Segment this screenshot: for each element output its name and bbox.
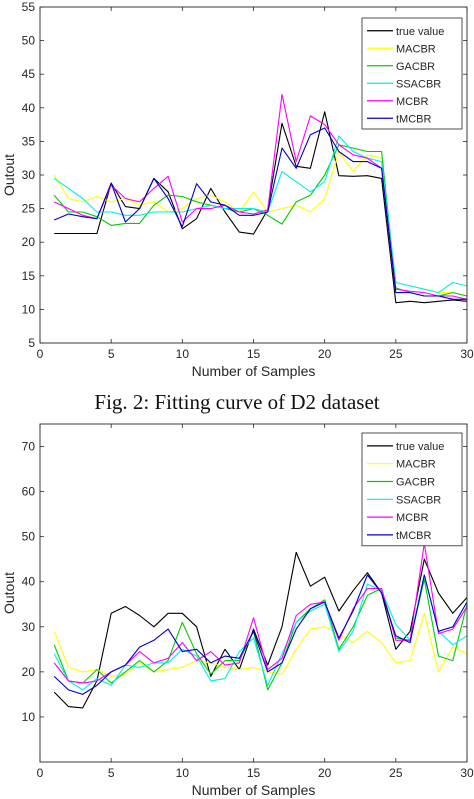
legend-label: MACBR — [396, 43, 436, 55]
axes-frame — [39, 6, 468, 344]
x-axis-label: Number of Samples — [192, 782, 316, 798]
x-tick-label: 20 — [318, 766, 332, 780]
x-tick-label: 30 — [460, 766, 474, 780]
legend-box — [361, 432, 463, 547]
y-tick-label: 30 — [22, 168, 36, 182]
legend-label: GACBR — [396, 477, 435, 489]
chart-d2-top: 0 5 10 15 20 25 30510152025303540455055Number … — [1, 0, 474, 379]
x-tick-label: 10 — [176, 347, 190, 361]
x-tick-label: 25 — [389, 766, 403, 780]
y-tick-label: 10 — [22, 710, 36, 724]
x-tick-label: 15 — [247, 766, 261, 780]
legend-box — [361, 17, 463, 130]
series-line-gacbr — [53, 144, 468, 297]
x-tick-label: 15 — [247, 347, 261, 361]
x-tick-label: 30 — [460, 347, 474, 361]
y-tick-label: 50 — [22, 34, 36, 48]
legend-label: GACBR — [396, 61, 435, 73]
series-line-ssacbr — [53, 135, 468, 294]
y-tick-label: 20 — [22, 235, 36, 249]
legend-label: MACBR — [396, 459, 436, 471]
series-line-mcbr — [53, 93, 468, 300]
legend-label: tMCBR — [396, 530, 432, 542]
legend-label: true value — [396, 26, 444, 38]
x-axis-label: Number of Samples — [192, 363, 316, 379]
y-tick-label: 5 — [28, 336, 35, 350]
axes-frame — [39, 423, 468, 763]
y-axis-label: Outout — [1, 154, 17, 196]
series-line-tmcbr — [53, 574, 468, 695]
chart-bottom: 0 5 10 15 20 25 30 10 20 30 40 50 60 70 Number of Samp… — [1, 423, 474, 798]
y-tick-label: 30 — [22, 620, 36, 634]
series-line-tmcbr — [53, 127, 467, 300]
x-tick-label: 25 — [389, 347, 403, 361]
figure-caption: Fig. 2: Fitting curve of D2 dataset — [94, 390, 380, 414]
series-line-true-value — [54, 111, 468, 304]
legend-label: MCBR — [396, 512, 428, 524]
y-tick-label: 10 — [22, 302, 36, 316]
legend-label: SSACBR — [396, 494, 441, 506]
legend: true value MACBR GACBR SSACBR MCBR tMCBR — [361, 432, 463, 547]
legend-label: true value — [396, 441, 444, 453]
x-tick-label: 5 — [108, 766, 115, 780]
x-tick-label: 10 — [176, 766, 190, 780]
y-tick-label: 50 — [22, 530, 36, 544]
y-tick-label: 15 — [22, 269, 36, 283]
y-tick-label: 20 — [22, 665, 36, 679]
series-line-macbr — [53, 612, 468, 677]
legend-label: MCBR — [396, 96, 428, 108]
x-tick-label: 5 — [108, 347, 115, 361]
y-axis-label: Outout — [1, 572, 17, 614]
series-line-true-value — [53, 551, 468, 709]
legend-label: tMCBR — [396, 113, 432, 125]
x-tick-label: 0 — [37, 347, 44, 361]
x-tick-label: 20 — [318, 347, 332, 361]
y-tick-label: 40 — [22, 575, 36, 589]
legend-label: SSACBR — [396, 78, 441, 90]
y-tick-label: 45 — [22, 67, 36, 81]
series-line-macbr — [53, 150, 468, 297]
y-tick-label: 35 — [22, 134, 36, 148]
legend: true value MACBR GACBR SSACBR MCBR tMCBR — [361, 17, 463, 130]
y-tick-label: 70 — [22, 440, 36, 454]
y-tick-label: 40 — [22, 101, 36, 115]
y-tick-label: 25 — [22, 202, 36, 216]
x-tick-label: 0 — [37, 766, 44, 780]
series-line-ssacbr — [53, 574, 468, 691]
y-tick-label: 60 — [22, 485, 36, 499]
y-tick-label: 55 — [22, 0, 36, 14]
